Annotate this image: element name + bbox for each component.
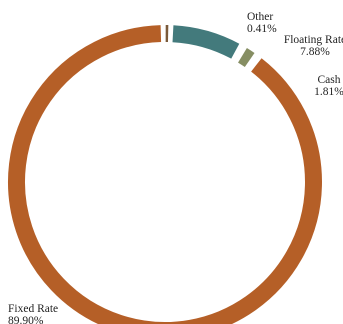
slice-label-fixed-rate: Fixed Rate 89.90% bbox=[8, 303, 58, 324]
slice-value-other: 0.41% bbox=[247, 23, 277, 35]
slice-name-other: Other bbox=[247, 11, 273, 23]
slice-value-floating-rate: 7.88% bbox=[300, 46, 330, 58]
donut-slices bbox=[8, 25, 322, 324]
donut-slice-cash bbox=[237, 48, 255, 68]
slice-label-floating-rate: Floating Rate 7.88% bbox=[284, 34, 343, 58]
slice-name-cash: Cash bbox=[318, 74, 341, 86]
slice-value-cash: 1.81% bbox=[314, 86, 343, 98]
donut-slice-floating-rate bbox=[172, 25, 240, 59]
slice-name-floating-rate: Floating Rate bbox=[284, 34, 343, 46]
slice-label-other: Other 0.41% bbox=[247, 11, 277, 35]
slice-value-fixed-rate: 89.90% bbox=[8, 315, 44, 324]
slice-name-fixed-rate: Fixed Rate bbox=[8, 303, 58, 315]
donut-labels: Other 0.41% Floating Rate 7.88% Cash 1.81% Fix… bbox=[8, 11, 343, 324]
slice-label-cash: Cash 1.81% bbox=[314, 74, 343, 98]
donut-slice-fixed-rate bbox=[8, 25, 322, 324]
